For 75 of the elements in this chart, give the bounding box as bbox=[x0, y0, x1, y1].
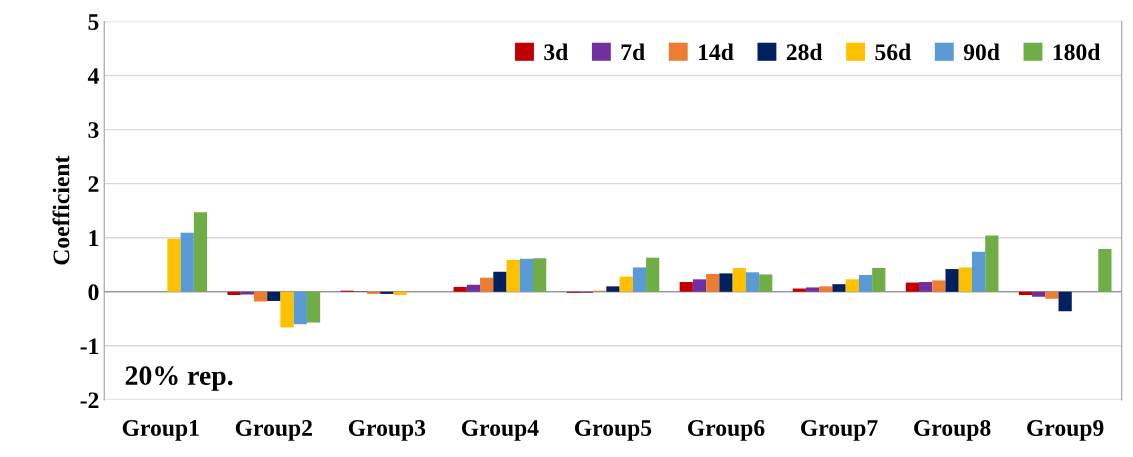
bar bbox=[506, 259, 520, 292]
x-tick-label: Group8 bbox=[914, 420, 991, 441]
bar bbox=[180, 232, 194, 292]
y-tick-label: 1 bbox=[89, 230, 99, 246]
x-tick-label: Group1 bbox=[122, 420, 199, 441]
bar bbox=[380, 291, 394, 294]
bar bbox=[253, 291, 268, 302]
bar bbox=[845, 279, 859, 292]
bar bbox=[480, 277, 494, 292]
annotation: 20% rep. bbox=[125, 366, 233, 391]
bar bbox=[905, 282, 919, 292]
y-tick-label: 3 bbox=[88, 122, 99, 139]
legend-label: 3d bbox=[544, 43, 569, 61]
x-tick-label: Group7 bbox=[801, 420, 878, 441]
bar bbox=[872, 267, 886, 292]
bar bbox=[958, 267, 972, 292]
bar bbox=[819, 286, 833, 292]
bar bbox=[1045, 291, 1059, 299]
bar bbox=[533, 258, 547, 292]
bar bbox=[858, 275, 873, 292]
bar bbox=[293, 291, 307, 325]
bar bbox=[1032, 291, 1046, 297]
bar bbox=[306, 291, 321, 323]
bar bbox=[606, 286, 620, 292]
bar bbox=[832, 284, 846, 292]
bar bbox=[167, 238, 181, 292]
y-tick-label: -1 bbox=[80, 338, 99, 355]
bar bbox=[453, 286, 467, 292]
bar bbox=[619, 276, 633, 292]
y-tick-label: 2 bbox=[88, 176, 99, 192]
legend-label: 14d bbox=[699, 43, 734, 61]
bar bbox=[1098, 249, 1112, 292]
bar bbox=[745, 272, 760, 292]
bar bbox=[692, 279, 707, 292]
y-tick-label: -2 bbox=[80, 392, 99, 409]
x-tick-label: Group5 bbox=[574, 420, 652, 441]
x-tick-label: Group3 bbox=[348, 420, 426, 441]
bar bbox=[280, 291, 294, 328]
legend-label: 56d bbox=[875, 43, 911, 61]
y-tick-label: 0 bbox=[88, 284, 99, 301]
legend-label: 28d bbox=[786, 43, 823, 61]
bar bbox=[706, 273, 720, 292]
x-tick-label: Group9 bbox=[1027, 420, 1104, 441]
bar bbox=[932, 280, 946, 292]
bar bbox=[646, 257, 660, 292]
bar bbox=[918, 282, 933, 292]
legend-label: 90d bbox=[963, 43, 1000, 61]
legend-label: 180d bbox=[1053, 43, 1101, 61]
bar bbox=[759, 274, 773, 292]
y-axis-title: Coefficient bbox=[52, 155, 70, 265]
y-tick-label: 4 bbox=[87, 68, 99, 84]
bar bbox=[945, 269, 959, 292]
bar bbox=[719, 273, 733, 292]
bar bbox=[1018, 291, 1033, 296]
x-tick-label: Group2 bbox=[235, 420, 312, 441]
y-tick-label: 5 bbox=[88, 14, 99, 30]
bar bbox=[267, 291, 281, 301]
bar bbox=[792, 288, 806, 292]
bar bbox=[193, 212, 208, 292]
bar bbox=[679, 282, 693, 292]
x-tick-label: Group4 bbox=[461, 420, 539, 441]
bar bbox=[366, 291, 381, 294]
bar bbox=[732, 267, 746, 292]
bar bbox=[393, 291, 407, 296]
bar bbox=[805, 287, 820, 292]
x-tick-label: Group6 bbox=[688, 420, 765, 441]
bar bbox=[632, 267, 647, 292]
legend-label: 7d bbox=[621, 43, 645, 61]
bar bbox=[971, 251, 986, 292]
bar bbox=[1058, 291, 1072, 312]
bar bbox=[519, 258, 534, 292]
bar bbox=[227, 291, 241, 296]
bar bbox=[466, 284, 481, 292]
bar bbox=[985, 235, 999, 292]
bar bbox=[493, 271, 507, 292]
